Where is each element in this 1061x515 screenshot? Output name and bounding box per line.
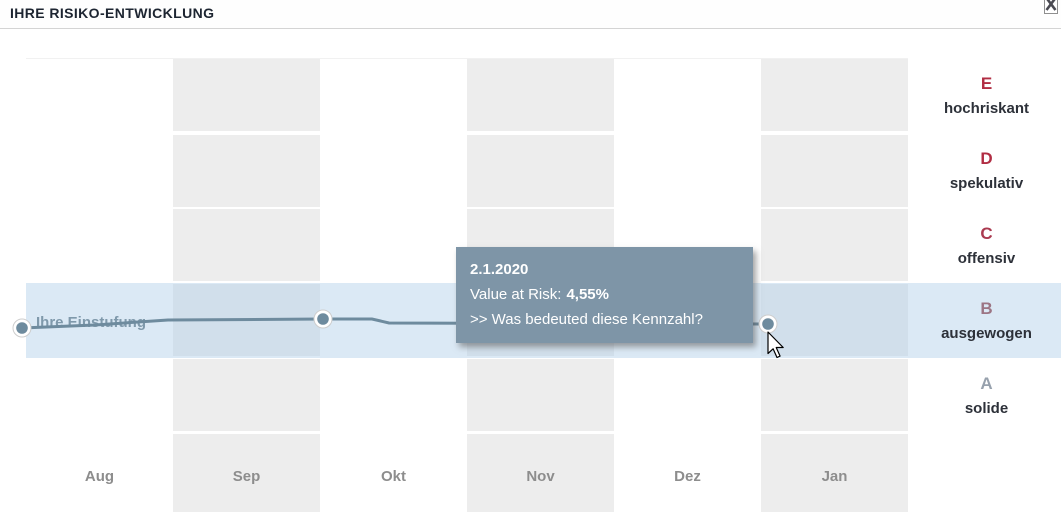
grid-cell xyxy=(173,209,320,281)
month-label-nov: Nov xyxy=(526,468,555,485)
grid-cell xyxy=(467,135,614,207)
risk-level-e: E hochriskant xyxy=(912,59,1061,133)
tooltip-date: 2.1.2020 xyxy=(470,261,529,278)
grid-cell xyxy=(173,135,320,207)
month-label-jan: Jan xyxy=(821,468,848,485)
month-label-sep: Sep xyxy=(232,468,261,485)
risk-name: spekulativ xyxy=(949,175,1024,192)
tooltip-metric-value: 4,55% xyxy=(566,286,609,303)
grid-cell xyxy=(761,59,908,131)
grid-cell xyxy=(467,59,614,131)
grid-cell xyxy=(173,359,320,431)
tooltip-question-link[interactable]: >> Was bedeuted diese Kennzahl? xyxy=(470,311,703,328)
risk-level-b: B ausgewogen xyxy=(912,284,1061,358)
grid-top-border xyxy=(26,58,908,59)
risk-name: hochriskant xyxy=(943,100,1030,117)
risk-name: offensiv xyxy=(957,250,1016,267)
risk-letter: C xyxy=(980,224,993,243)
grid-cell xyxy=(173,59,320,131)
risk-letter: A xyxy=(980,374,993,393)
grid-cell xyxy=(761,284,908,356)
risk-letter: E xyxy=(980,74,993,93)
series-label: Ihre Einstufung xyxy=(36,314,146,331)
month-label-dez: Dez xyxy=(674,468,701,485)
widget-header: IHRE RISIKO-ENTWICKLUNG xyxy=(0,0,1061,29)
grid-cell xyxy=(761,135,908,207)
grid-cell xyxy=(761,209,908,281)
risk-level-d: D spekulativ xyxy=(912,134,1061,208)
tooltip-metric-label: Value at Risk: xyxy=(470,286,562,303)
chart-tooltip: 2.1.2020 Value at Risk: 4,55% >> Was bede… xyxy=(456,247,753,343)
risk-letter: B xyxy=(980,299,993,318)
grid-cell xyxy=(173,434,320,512)
risk-level-c: C offensiv xyxy=(912,209,1061,283)
grid-cell xyxy=(467,434,614,512)
tooltip-metric: Value at Risk: 4,55% xyxy=(470,282,741,307)
month-label-okt: Okt xyxy=(380,468,406,485)
month-label-aug: Aug xyxy=(84,468,115,485)
risk-letter: D xyxy=(980,149,993,168)
risk-level-a: A solide xyxy=(912,359,1061,433)
grid-cell xyxy=(467,359,614,431)
widget-title: IHRE RISIKO-ENTWICKLUNG xyxy=(10,5,215,21)
risk-name: ausgewogen xyxy=(941,325,1032,342)
risk-name: solide xyxy=(964,400,1009,417)
broken-image-icon xyxy=(1044,0,1058,14)
grid-cell xyxy=(761,434,908,512)
grid-cell xyxy=(761,359,908,431)
